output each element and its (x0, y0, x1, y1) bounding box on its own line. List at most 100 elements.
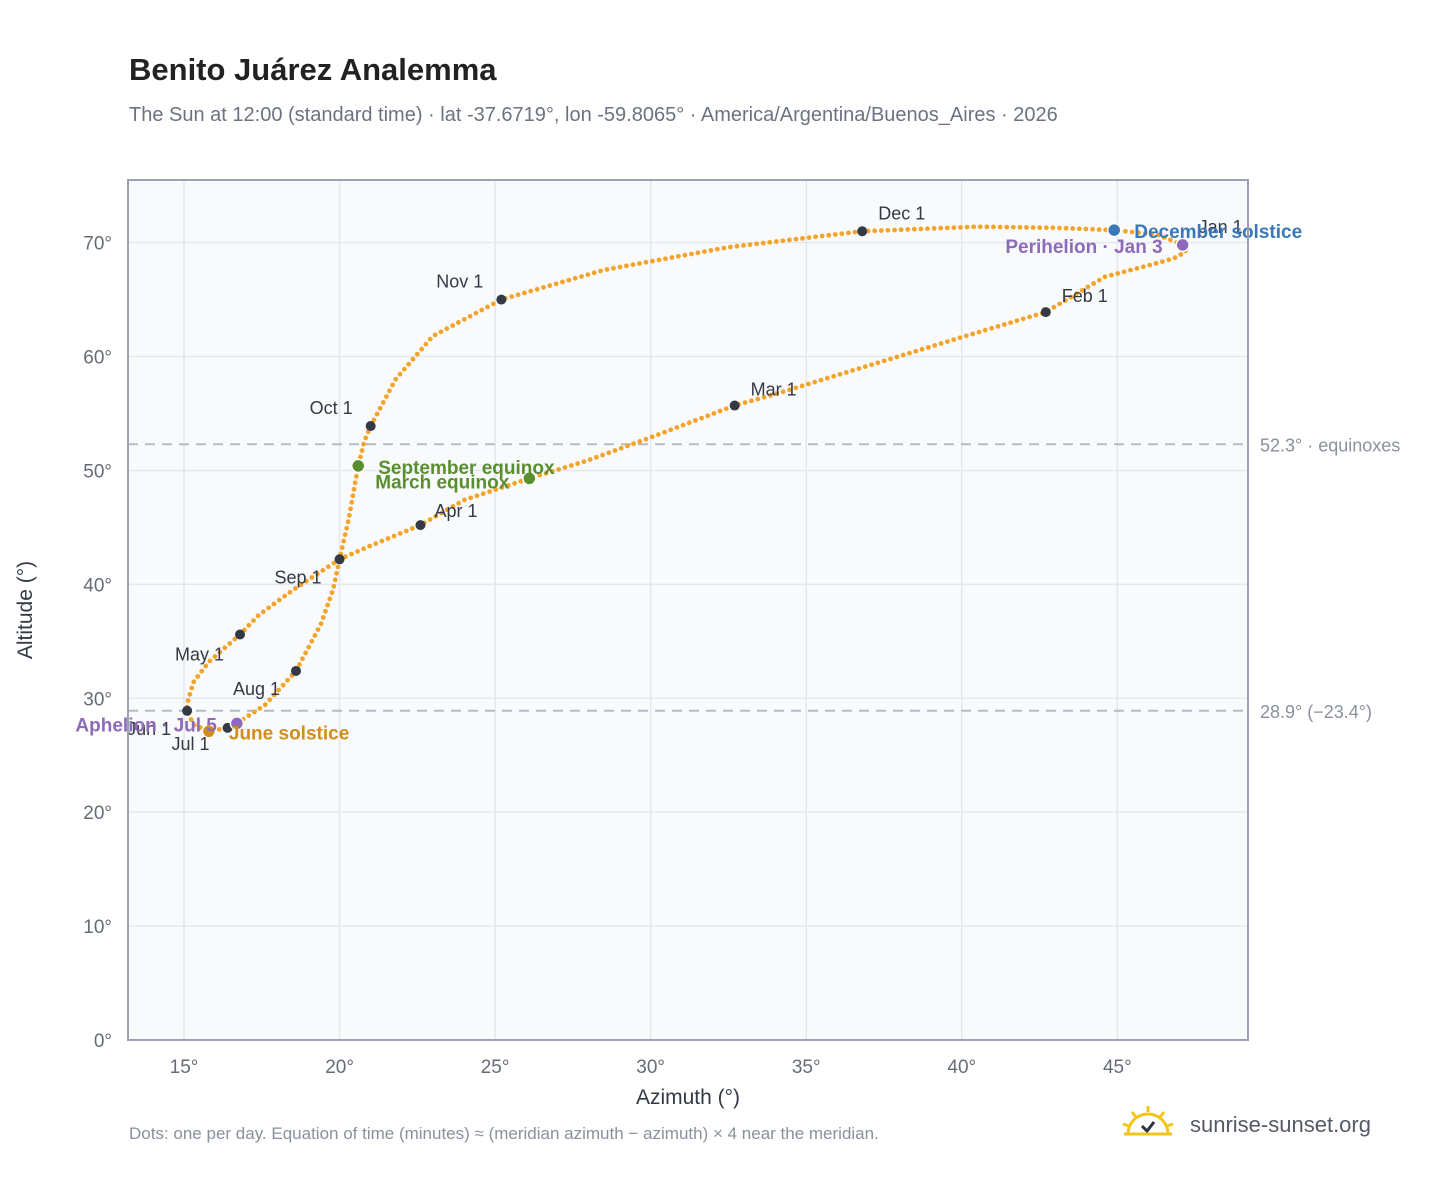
day-dot (951, 337, 957, 343)
day-dot (556, 466, 562, 472)
y-tick-label: 70° (83, 234, 112, 255)
day-dot (1128, 267, 1133, 273)
day-dot (650, 258, 655, 264)
axes: 15° 20° 25° 30° 35° 40° 45° 0° 10° 20° 30° 40° 50° 60… (14, 179, 1249, 1109)
day-dot (373, 541, 379, 546)
day-dot (312, 633, 318, 638)
day-dot (668, 427, 674, 433)
day-dot (837, 371, 843, 377)
plot-area (128, 180, 1248, 1040)
day-dot (881, 358, 887, 364)
day-dot (701, 249, 707, 255)
day-dot (390, 382, 395, 388)
day-dot (560, 279, 565, 285)
event-marker (1175, 237, 1190, 253)
day-dot (831, 373, 837, 379)
day-dot (938, 341, 944, 346)
day-dot (212, 654, 218, 659)
day-dot (271, 601, 277, 607)
month-label: May 1 (175, 644, 224, 664)
day-dot (572, 275, 578, 281)
day-dot (541, 285, 546, 290)
day-dot (280, 682, 286, 688)
day-dot (773, 239, 779, 244)
day-dot (409, 526, 415, 531)
day-dot (314, 571, 320, 577)
brand[interactable]: sunrise-sunset.org (1120, 1104, 1390, 1148)
day-dot (1079, 287, 1085, 293)
day-dot (649, 434, 655, 440)
day-dot (813, 234, 819, 240)
day-dot (348, 506, 353, 512)
day-dot (391, 533, 397, 539)
day-dot (1074, 291, 1080, 297)
day-dot (499, 485, 505, 490)
month-marker (182, 705, 193, 716)
day-dot (892, 227, 897, 233)
day-dot (423, 341, 429, 347)
day-dot (1068, 294, 1074, 300)
day-dot (187, 691, 193, 697)
day-dot (754, 241, 760, 247)
day-dot (320, 567, 326, 573)
day-dot (742, 400, 748, 406)
day-dot (566, 277, 572, 283)
day-dot (963, 333, 969, 339)
day-dot (850, 368, 856, 373)
y-tick-label: 20° (83, 803, 112, 824)
day-dot (846, 230, 851, 236)
day-dot (528, 288, 534, 294)
day-dot (351, 486, 357, 492)
day-dot (799, 383, 805, 389)
day-dot (832, 232, 838, 237)
day-dot (977, 224, 983, 230)
day-dot (303, 578, 309, 584)
day-dot (1062, 298, 1068, 303)
chart-subtitle: The Sun at 12:00 (standard time) · lat -… (129, 104, 1058, 126)
x-axis-label: Azimuth (°) (636, 1086, 740, 1109)
day-dot (433, 513, 439, 519)
day-dot (643, 259, 649, 265)
day-dot (1057, 301, 1063, 307)
day-dot (1168, 237, 1173, 243)
day-dot (767, 239, 773, 245)
day-dot (669, 255, 675, 260)
day-dot (587, 457, 593, 462)
day-dot (480, 491, 486, 497)
day-dot (663, 256, 668, 262)
day-dot (189, 685, 195, 691)
y-tick-label: 30° (83, 689, 112, 710)
event-label: June solstice (229, 723, 349, 744)
day-dot (1043, 225, 1049, 231)
day-dot (350, 493, 356, 499)
day-dot (624, 263, 629, 269)
day-dot (512, 480, 517, 486)
day-dot (393, 376, 399, 382)
day-dot (692, 418, 698, 423)
day-dot (689, 251, 694, 257)
month-label: Sep 1 (275, 567, 322, 587)
day-dot (515, 292, 521, 298)
day-dot (1166, 257, 1172, 263)
day-dot (401, 366, 407, 372)
x-tick-label: 45° (1103, 1057, 1132, 1078)
event-marker (229, 716, 245, 731)
y-tick-label: 10° (83, 917, 112, 938)
day-dot (714, 246, 720, 252)
day-dot (780, 389, 786, 395)
day-dot (656, 257, 662, 263)
day-dot (195, 674, 201, 679)
day-dot (361, 546, 367, 552)
day-dot (600, 452, 605, 458)
plot-frame (127, 179, 1249, 1041)
day-dot (624, 443, 630, 449)
day-dot (919, 346, 925, 352)
day-dot (1123, 228, 1128, 234)
day-dot (353, 473, 359, 479)
day-dot (611, 265, 616, 271)
day-dot (323, 608, 328, 614)
day-dot (339, 545, 345, 550)
day-dot (255, 613, 261, 619)
day-dot (419, 346, 424, 352)
